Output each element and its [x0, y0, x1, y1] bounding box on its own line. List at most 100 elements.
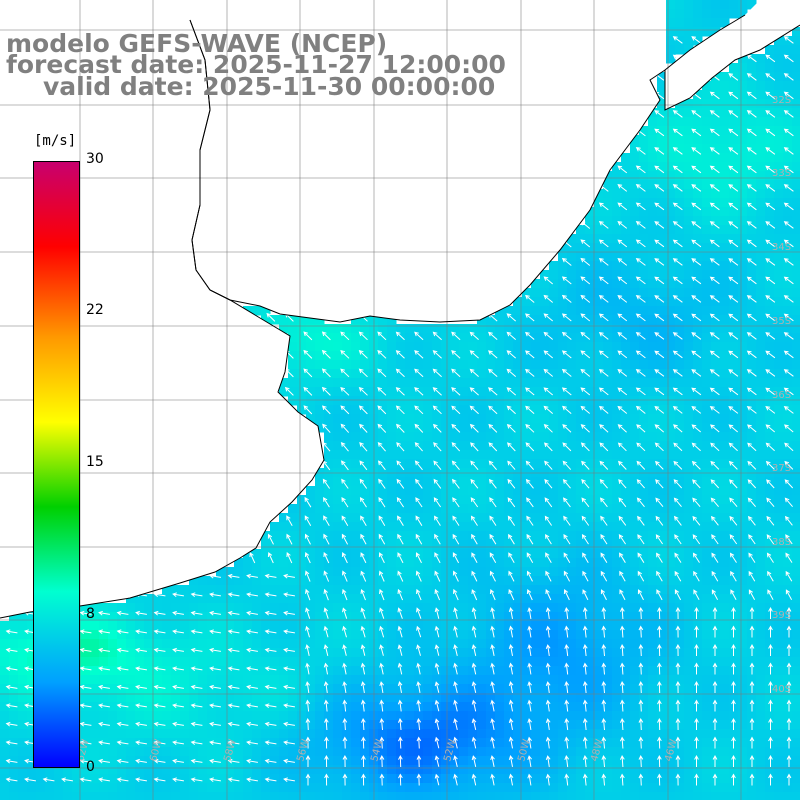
field-cell	[216, 603, 226, 613]
field-cell	[765, 261, 775, 271]
field-cell	[675, 738, 685, 748]
field-cell	[495, 423, 505, 433]
field-cell	[675, 504, 685, 514]
field-cell	[108, 720, 118, 730]
field-cell	[567, 504, 577, 514]
field-cell	[405, 711, 415, 721]
field-cell	[711, 405, 721, 415]
field-cell	[576, 513, 586, 523]
field-cell	[531, 549, 541, 559]
field-cell	[576, 621, 586, 631]
field-cell	[540, 621, 550, 631]
field-cell	[594, 531, 604, 541]
field-cell	[756, 396, 766, 406]
field-cell	[576, 225, 586, 235]
field-cell	[603, 648, 613, 658]
field-cell	[198, 747, 208, 757]
field-cell	[756, 522, 766, 532]
field-cell	[315, 675, 325, 685]
field-cell	[639, 486, 649, 496]
field-cell	[270, 630, 280, 640]
field-cell	[252, 684, 262, 694]
field-cell	[513, 432, 523, 442]
field-cell	[522, 306, 532, 316]
field-cell	[711, 774, 721, 784]
field-cell	[243, 783, 253, 793]
field-cell	[666, 117, 676, 127]
field-cell	[450, 648, 460, 658]
field-cell	[0, 684, 10, 694]
wind-arrow	[672, 350, 683, 359]
wind-arrow	[709, 202, 720, 211]
field-cell	[792, 45, 800, 55]
field-cell	[216, 738, 226, 748]
field-cell	[351, 486, 361, 496]
wind-arrow	[340, 405, 350, 415]
field-cell	[342, 549, 352, 559]
field-cell	[711, 288, 721, 298]
field-cell	[594, 315, 604, 325]
field-cell	[324, 738, 334, 748]
field-cell	[360, 621, 370, 631]
field-cell	[180, 657, 190, 667]
field-cell	[720, 450, 730, 460]
field-cell	[540, 639, 550, 649]
field-cell	[594, 342, 604, 352]
field-cell	[117, 657, 127, 667]
field-cell	[594, 540, 604, 550]
field-cell	[576, 657, 586, 667]
field-cell	[792, 162, 800, 172]
field-cell	[783, 684, 793, 694]
field-cell	[306, 729, 316, 739]
field-cell	[459, 387, 469, 397]
field-cell	[558, 747, 568, 757]
field-cell	[306, 738, 316, 748]
field-cell	[468, 333, 478, 343]
field-cell	[468, 369, 478, 379]
field-cell	[441, 684, 451, 694]
field-cell	[747, 162, 757, 172]
field-cell	[396, 450, 406, 460]
field-cell	[468, 603, 478, 613]
wind-arrow	[783, 147, 794, 155]
field-cell	[315, 504, 325, 514]
field-cell	[783, 126, 793, 136]
field-cell	[603, 702, 613, 712]
field-cell	[333, 792, 343, 800]
field-cell	[531, 279, 541, 289]
field-cell	[351, 441, 361, 451]
field-cell	[396, 531, 406, 541]
field-cell	[513, 684, 523, 694]
field-cell	[621, 549, 631, 559]
wind-arrow	[617, 239, 628, 248]
field-cell	[639, 189, 649, 199]
field-cell	[270, 549, 280, 559]
field-cell	[495, 567, 505, 577]
wind-arrow	[561, 257, 572, 266]
field-cell	[639, 567, 649, 577]
field-cell	[738, 405, 748, 415]
field-cell	[432, 630, 442, 640]
field-cell	[630, 639, 640, 649]
field-cell	[405, 630, 415, 640]
field-cell	[666, 306, 676, 316]
field-cell	[666, 234, 676, 244]
field-cell	[603, 351, 613, 361]
field-cell	[423, 711, 433, 721]
field-cell	[351, 378, 361, 388]
field-cell	[504, 450, 514, 460]
field-cell	[612, 513, 622, 523]
field-cell	[531, 405, 541, 415]
field-cell	[693, 306, 703, 316]
field-cell	[612, 369, 622, 379]
field-cell	[225, 666, 235, 676]
field-cell	[405, 360, 415, 370]
field-cell	[783, 342, 793, 352]
field-cell	[648, 603, 658, 613]
field-cell	[675, 495, 685, 505]
field-cell	[432, 567, 442, 577]
field-cell	[621, 378, 631, 388]
field-cell	[720, 180, 730, 190]
field-cell	[702, 603, 712, 613]
field-cell	[738, 540, 748, 550]
